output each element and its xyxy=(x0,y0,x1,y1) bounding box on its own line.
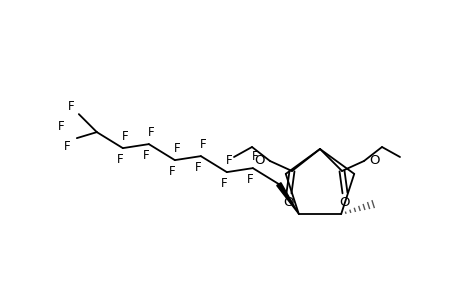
Text: F: F xyxy=(246,173,253,186)
Text: O: O xyxy=(368,154,379,167)
Text: F: F xyxy=(226,154,232,167)
Polygon shape xyxy=(276,183,298,214)
Text: F: F xyxy=(122,130,129,143)
Text: F: F xyxy=(174,142,180,155)
Text: O: O xyxy=(254,154,264,167)
Text: F: F xyxy=(195,161,201,174)
Text: F: F xyxy=(148,126,155,139)
Text: F: F xyxy=(67,100,74,112)
Text: O: O xyxy=(283,196,294,208)
Text: F: F xyxy=(168,165,175,178)
Text: F: F xyxy=(117,153,123,166)
Text: F: F xyxy=(252,150,258,163)
Text: F: F xyxy=(57,120,64,133)
Text: F: F xyxy=(63,140,70,153)
Text: F: F xyxy=(142,149,149,162)
Text: O: O xyxy=(339,196,349,208)
Text: F: F xyxy=(220,177,227,190)
Text: F: F xyxy=(200,138,207,151)
